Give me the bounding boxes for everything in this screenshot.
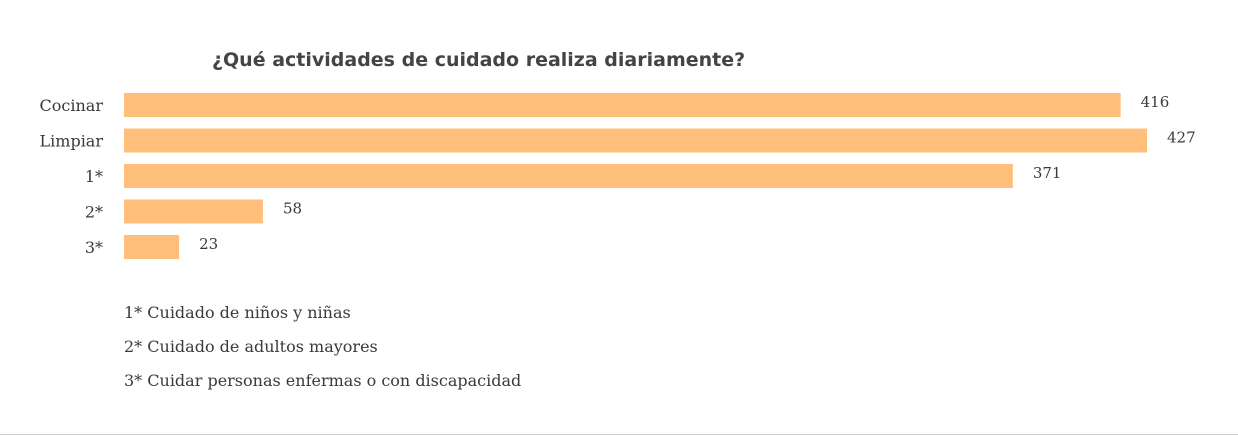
footnote-3: 3* Cuidar personas enfermas o con discap… [124, 371, 521, 390]
footnote-2: 2* Cuidado de adultos mayores [124, 337, 378, 356]
chart-title: ¿Qué actividades de cuidado realiza diar… [212, 49, 745, 71]
category-label-0: Cocinar [40, 96, 104, 115]
footnote-1: 1* Cuidado de niños y niñas [124, 303, 351, 322]
value-label-1: 427 [1167, 129, 1196, 147]
category-label-3: 2* [85, 203, 103, 222]
bottom-divider [0, 434, 1238, 435]
bar-1 [124, 128, 1147, 153]
value-label-3: 58 [283, 200, 302, 218]
bar-3 [124, 199, 263, 224]
value-label-0: 416 [1141, 93, 1170, 111]
category-label-2: 1* [85, 167, 103, 186]
notes-group: 1* Cuidado de niños y niñas 2* Cuidado de… [124, 303, 521, 390]
value-label-4: 23 [199, 235, 218, 253]
value-label-2: 371 [1033, 164, 1062, 182]
category-label-1: Limpiar [40, 132, 104, 151]
category-label-4: 3* [85, 238, 103, 257]
bar-0 [124, 93, 1121, 117]
bar-4 [124, 235, 180, 259]
bars-group: Cocinar 416 Limpiar 427 1* 371 2* 58 3* 23 [40, 93, 1196, 259]
bar-2 [124, 164, 1013, 188]
